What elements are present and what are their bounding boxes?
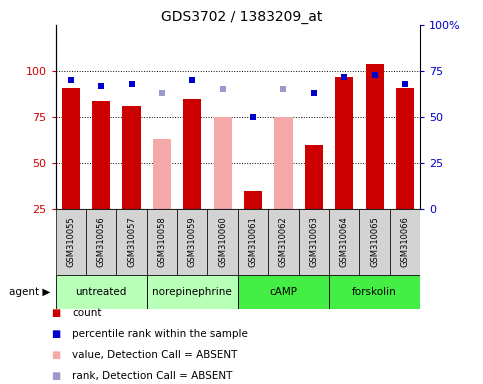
Bar (238, 209, 268, 275)
Text: norepinephrine: norepinephrine (153, 287, 232, 297)
Bar (329, 275, 420, 309)
Bar (147, 275, 238, 309)
Text: percentile rank within the sample: percentile rank within the sample (72, 329, 248, 339)
Bar (177, 209, 208, 275)
Text: GSM310055: GSM310055 (66, 217, 75, 267)
Bar (238, 275, 329, 309)
Bar (208, 209, 238, 275)
Bar (359, 209, 390, 275)
Text: GSM310060: GSM310060 (218, 217, 227, 267)
Bar (305, 145, 323, 209)
Bar (213, 117, 232, 209)
Bar (274, 117, 293, 209)
Text: GSM310056: GSM310056 (97, 217, 106, 267)
Bar (366, 64, 384, 209)
Text: value, Detection Call = ABSENT: value, Detection Call = ABSENT (72, 350, 238, 360)
Bar (268, 209, 298, 275)
Text: ■: ■ (51, 371, 60, 381)
Text: rank, Detection Call = ABSENT: rank, Detection Call = ABSENT (72, 371, 233, 381)
Text: GSM310065: GSM310065 (370, 217, 379, 267)
Bar (122, 106, 141, 209)
Bar (244, 191, 262, 209)
Bar (329, 209, 359, 275)
Bar (56, 209, 86, 275)
Bar (116, 209, 147, 275)
Bar (390, 209, 420, 275)
Text: ■: ■ (51, 308, 60, 318)
Bar (147, 209, 177, 275)
Text: ■: ■ (51, 329, 60, 339)
Text: GSM310057: GSM310057 (127, 217, 136, 267)
Text: agent ▶: agent ▶ (9, 287, 51, 297)
Text: ■: ■ (51, 350, 60, 360)
Text: count: count (72, 308, 102, 318)
Bar (56, 275, 147, 309)
Text: GSM310062: GSM310062 (279, 217, 288, 267)
Bar (335, 76, 354, 209)
Bar (92, 101, 110, 209)
Bar (183, 99, 201, 209)
Text: untreated: untreated (75, 287, 127, 297)
Text: cAMP: cAMP (270, 287, 298, 297)
Text: GSM310064: GSM310064 (340, 217, 349, 267)
Bar (153, 139, 171, 209)
Bar (298, 209, 329, 275)
Text: GSM310063: GSM310063 (309, 217, 318, 267)
Bar (396, 88, 414, 209)
Text: GSM310059: GSM310059 (188, 217, 197, 267)
Bar (62, 88, 80, 209)
Text: GSM310066: GSM310066 (400, 217, 410, 267)
Text: GDS3702 / 1383209_at: GDS3702 / 1383209_at (161, 10, 322, 23)
Text: GSM310058: GSM310058 (157, 217, 167, 267)
Text: GSM310061: GSM310061 (249, 217, 257, 267)
Bar (86, 209, 116, 275)
Text: forskolin: forskolin (352, 287, 397, 297)
